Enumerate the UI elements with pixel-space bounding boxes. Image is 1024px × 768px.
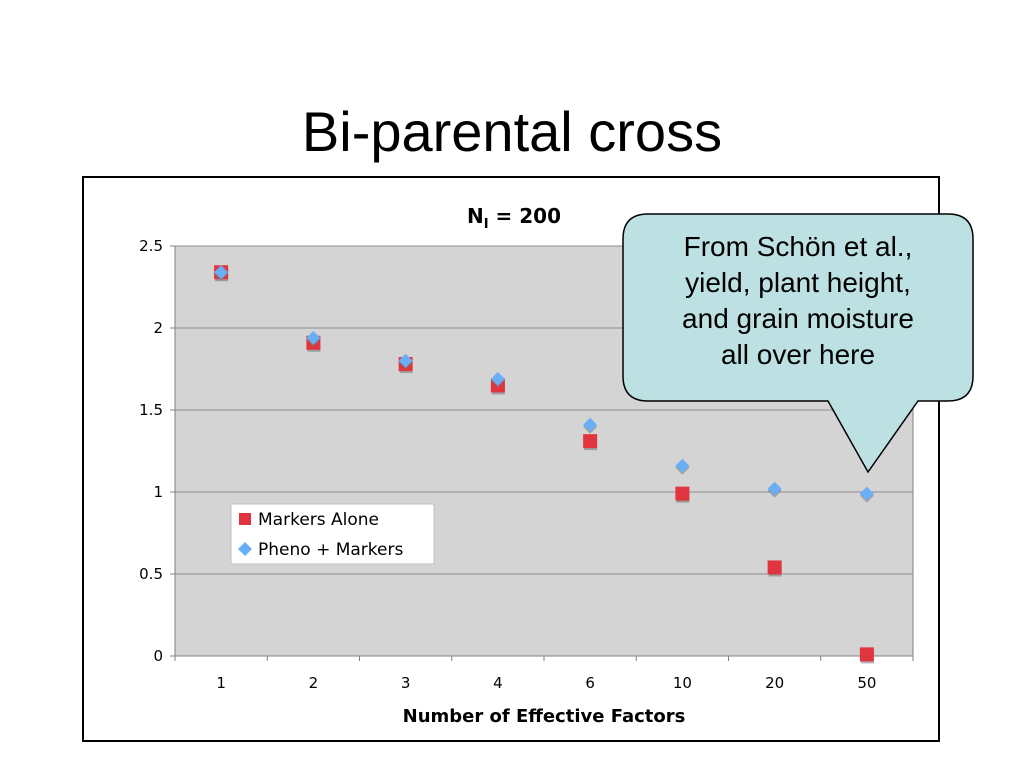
legend-marker-pheno-markers bbox=[238, 542, 252, 556]
y-tick-label: 1.5 bbox=[139, 401, 163, 419]
x-tick-label: 20 bbox=[765, 674, 784, 692]
y-tick-label: 1 bbox=[153, 483, 163, 501]
data-point bbox=[859, 486, 874, 501]
data-point bbox=[675, 486, 690, 501]
chart-title-rest: = 200 bbox=[489, 204, 561, 228]
data-point bbox=[306, 330, 321, 345]
legend-label-markers-alone: Markers Alone bbox=[258, 510, 379, 530]
x-tick-label: 4 bbox=[493, 674, 503, 692]
y-tick-label: 0 bbox=[153, 647, 163, 665]
callout-text: From Schön et al., yield, plant height, … bbox=[632, 229, 964, 373]
x-tick-label: 6 bbox=[585, 674, 595, 692]
callout-line: yield, plant height, bbox=[685, 267, 911, 298]
series-pheno-markers bbox=[214, 265, 874, 503]
x-tick-label: 1 bbox=[216, 674, 226, 692]
legend-label-pheno-markers: Pheno + Markers bbox=[258, 540, 403, 560]
series-layer bbox=[214, 265, 874, 664]
data-point bbox=[859, 647, 874, 662]
x-tick-label: 3 bbox=[401, 674, 411, 692]
data-point bbox=[767, 560, 782, 575]
y-tick-label: 0.5 bbox=[139, 565, 163, 583]
x-tick-labels: 1 2 3 4 6 10 20 50 bbox=[216, 674, 876, 692]
x-tick-label: 2 bbox=[309, 674, 319, 692]
y-tick-label: 2.5 bbox=[139, 237, 163, 255]
legend-marker-markers-alone bbox=[239, 513, 251, 525]
data-point bbox=[490, 371, 505, 386]
x-axis-label: Number of Effective Factors bbox=[403, 706, 686, 727]
data-point bbox=[398, 353, 413, 368]
callout-shape bbox=[622, 213, 974, 474]
data-point bbox=[675, 458, 690, 473]
slide-title: Bi-parental cross bbox=[301, 100, 723, 163]
callout-line: all over here bbox=[720, 339, 876, 370]
x-tick-label: 10 bbox=[673, 674, 692, 692]
axes bbox=[170, 245, 914, 661]
legend: Markers Alone Pheno + Markers bbox=[230, 503, 435, 565]
y-tick-labels: 0 0.5 1 1.5 2 2.5 bbox=[139, 237, 163, 665]
data-point bbox=[214, 265, 229, 280]
callout-line: From Schön et al., bbox=[683, 231, 913, 262]
callout: From Schön et al., yield, plant height, … bbox=[620, 211, 976, 476]
chart-title-main: N bbox=[467, 204, 484, 228]
x-tick-label: 50 bbox=[857, 674, 876, 692]
data-point bbox=[583, 434, 598, 449]
legend-box bbox=[230, 503, 435, 565]
callout-line: and grain moisture bbox=[682, 303, 914, 334]
data-point bbox=[583, 417, 598, 432]
chart-title: NI = 200 bbox=[467, 204, 561, 232]
series-markers-alone bbox=[214, 265, 874, 664]
data-point bbox=[767, 481, 782, 496]
y-tick-label: 2 bbox=[153, 319, 163, 337]
chart-title-subscript: I bbox=[484, 217, 489, 232]
